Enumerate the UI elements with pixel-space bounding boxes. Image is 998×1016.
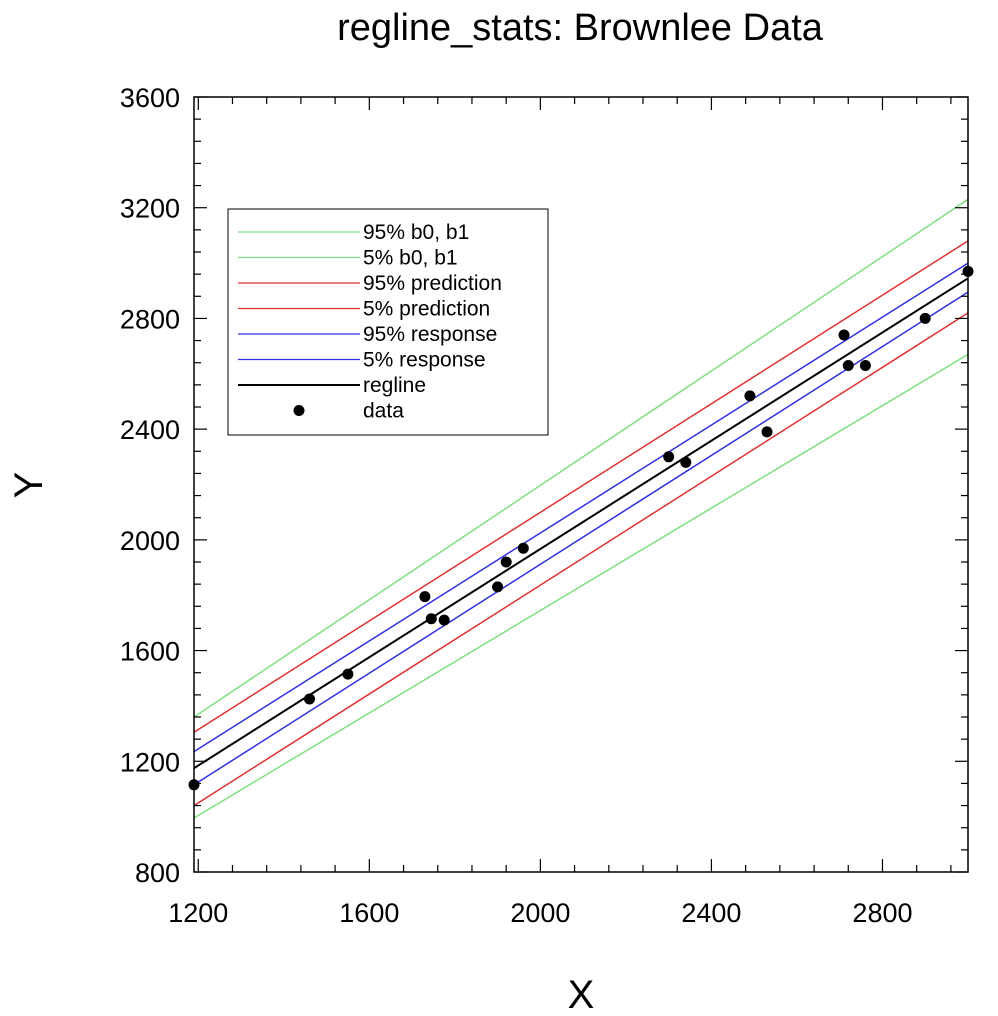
data-point <box>838 329 850 341</box>
ticks-layer: 1200 1600 2000 2400 2800 800 1200 1600 2000 2400 2… <box>120 83 968 928</box>
series-line-0 <box>193 198 969 718</box>
data-point <box>304 693 315 705</box>
legend-swatch-data <box>293 405 305 416</box>
points-layer <box>188 265 974 791</box>
y-tick-label: 2000 <box>120 526 180 556</box>
series-layer <box>193 198 969 819</box>
x-tick-label: 2400 <box>681 898 741 928</box>
data-point <box>492 581 504 593</box>
legend-label-4: 95% response <box>363 323 497 346</box>
series-line-5 <box>193 291 969 786</box>
y-tick-label: 2400 <box>120 415 180 445</box>
y-tick-label: 1600 <box>120 637 180 667</box>
chart-title: regline_stats: Brownlee Data <box>337 7 824 49</box>
x-tick-label: 2000 <box>510 898 570 928</box>
data-point <box>438 614 450 626</box>
series-line-4 <box>193 262 969 753</box>
data-point <box>761 426 773 438</box>
data-point <box>919 312 931 324</box>
series-line-1 <box>193 353 969 819</box>
y-tick-label: 3600 <box>120 83 180 113</box>
data-point <box>419 591 431 603</box>
series-line-2 <box>193 240 969 733</box>
data-point <box>663 451 675 463</box>
data-point <box>680 456 692 468</box>
plot-frame <box>193 96 969 873</box>
legend-label-3: 5% prediction <box>363 298 490 321</box>
y-tick-label: 2800 <box>120 304 180 334</box>
x-tick-label: 2800 <box>852 898 912 928</box>
y-tick-label: 3200 <box>120 194 180 224</box>
data-point <box>842 360 854 371</box>
legend-label-data: data <box>363 400 404 423</box>
legend-box <box>227 208 549 436</box>
legend-label-2: 95% prediction <box>363 272 502 295</box>
x-tick-label: 1200 <box>168 898 228 928</box>
legend-label-0: 95% b0, b1 <box>363 221 469 244</box>
data-point <box>500 556 512 568</box>
legend-label-1: 5% b0, b1 <box>363 247 458 270</box>
data-point <box>342 668 354 680</box>
x-tick-label: 1600 <box>339 898 399 928</box>
data-point <box>517 542 529 554</box>
data-point <box>744 390 756 402</box>
y-axis-label: Y <box>7 472 51 499</box>
legend-label-6: regline <box>363 374 426 397</box>
y-tick-label: 1200 <box>120 747 180 777</box>
data-point <box>859 360 871 371</box>
x-axis-label: X <box>568 973 595 1016</box>
data-point <box>425 613 437 625</box>
series-line-3 <box>193 312 969 807</box>
legend-label-5: 5% response <box>363 349 486 372</box>
y-tick-label: 800 <box>135 858 180 888</box>
series-line-6 <box>193 277 969 770</box>
